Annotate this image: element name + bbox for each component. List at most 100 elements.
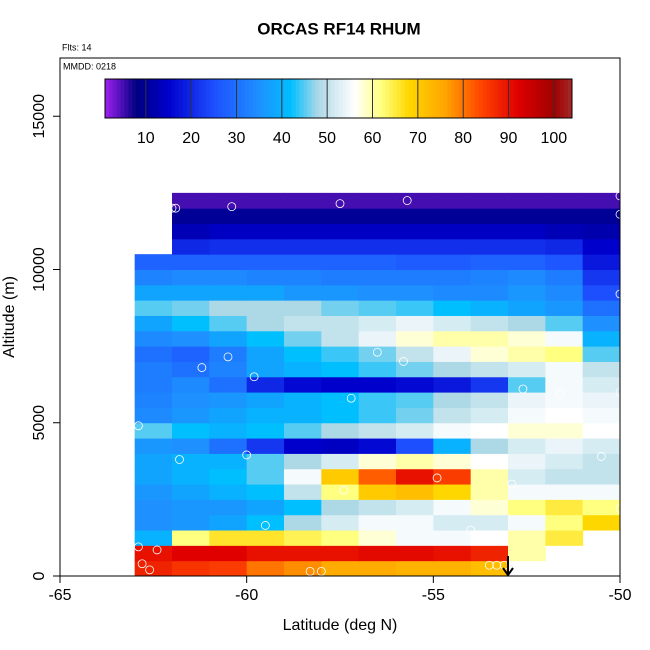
heatmap-cell — [246, 223, 285, 240]
heatmap-cell — [284, 254, 322, 270]
heatmap-cell — [172, 208, 210, 225]
heatmap-cell — [508, 530, 546, 546]
colorbar-segment — [369, 79, 375, 118]
heatmap-cell — [508, 315, 546, 332]
heatmap-cell — [545, 530, 584, 546]
colorbar-segment — [260, 79, 266, 118]
colorbar-segment — [178, 79, 184, 118]
colorbar-segment — [361, 79, 367, 118]
heatmap-cell — [321, 208, 360, 225]
heatmap-cell — [209, 208, 248, 225]
chart-title: ORCAS RF14 RHUM — [257, 19, 420, 38]
heatmap-cell — [172, 346, 210, 362]
heatmap-cell — [358, 407, 397, 424]
heatmap-cell — [246, 484, 285, 500]
heatmap-cell — [321, 223, 360, 240]
flight-point — [346, 393, 356, 403]
heatmap-cell — [209, 499, 248, 516]
heatmap-cell — [172, 453, 210, 470]
annotation: Flts: 14 — [62, 42, 92, 52]
colorbar-segment — [108, 79, 114, 118]
heatmap-cell — [209, 330, 248, 347]
colorbar-segment — [175, 79, 180, 118]
heatmap-cell — [545, 192, 584, 209]
heatmap-cell — [358, 300, 397, 316]
heatmap-cell — [433, 376, 472, 393]
heatmap-cell — [396, 284, 434, 301]
heatmap-cell — [284, 300, 322, 316]
heatmap-cell — [321, 192, 360, 209]
heatmap-cell — [545, 346, 584, 362]
colorbar-segment — [377, 79, 382, 118]
heatmap-cell — [433, 499, 472, 516]
heatmap-cell — [582, 499, 621, 516]
colorbar-segment — [389, 79, 394, 118]
heatmap-cell — [321, 438, 360, 454]
heatmap-cell — [321, 392, 360, 408]
heatmap-cell — [284, 376, 322, 393]
heatmap-cell — [321, 514, 360, 531]
heatmap-cell — [284, 192, 322, 209]
heatmap-cell — [209, 392, 248, 408]
heatmap-cell — [470, 499, 509, 516]
heatmap-cell — [433, 514, 472, 531]
heatmap-cell — [284, 284, 322, 301]
heatmap-cell — [396, 407, 434, 424]
heatmap-cell — [396, 453, 434, 470]
heatmap-cell — [545, 422, 584, 439]
heatmap-cell — [470, 407, 509, 424]
heatmap-cell — [209, 315, 248, 332]
heatmap-cell — [358, 284, 397, 301]
heatmap-cell — [358, 484, 397, 500]
heatmap-cell — [358, 330, 397, 347]
colorbar-segment — [248, 79, 254, 118]
colorbar-segment — [311, 79, 316, 118]
heatmap-cell — [209, 192, 248, 209]
colorbar-segment — [548, 79, 554, 118]
colorbar-segment — [540, 79, 546, 118]
colorbar-segment — [552, 79, 557, 118]
colorbar-segment — [501, 79, 507, 118]
heatmap-cell — [582, 315, 621, 332]
colorbar-segment — [564, 79, 569, 118]
heatmap-cell — [246, 560, 285, 577]
heatmap-cell — [396, 376, 434, 393]
heatmap-cell — [433, 392, 472, 408]
colorbar-segment — [171, 79, 176, 118]
heatmap-cell — [545, 315, 584, 332]
heatmap-cell — [545, 392, 584, 408]
flight-point — [133, 542, 143, 552]
heatmap-cell — [209, 300, 248, 316]
heatmap-cell — [134, 499, 173, 516]
heatmap-cell — [396, 223, 434, 240]
heatmap-cell — [246, 514, 285, 531]
colorbar-segment — [536, 79, 542, 118]
heatmap-cell — [508, 392, 546, 408]
heatmap-cell — [246, 284, 285, 301]
heatmap-cell — [582, 284, 621, 301]
heatmap-cell — [508, 407, 546, 424]
heatmap-cell — [172, 254, 210, 270]
heatmap-cell — [209, 284, 248, 301]
heatmap-cell — [209, 269, 248, 286]
flight-point — [145, 565, 155, 575]
heatmap-cell — [246, 192, 285, 209]
heatmap-cell — [172, 284, 210, 301]
heatmap-cell — [321, 453, 360, 470]
colorbar-segment — [365, 79, 371, 118]
colorbar-segment — [105, 79, 110, 118]
colorbar-tick-label: 60 — [364, 130, 382, 147]
heatmap-cell — [508, 438, 546, 454]
heatmap-cell — [508, 300, 546, 316]
colorbar-segment — [252, 79, 258, 118]
heatmap-cell — [433, 468, 472, 485]
colorbar-tick-label: 10 — [137, 130, 155, 147]
x-tick-label: -65 — [48, 587, 71, 604]
heatmap-cell — [470, 468, 509, 485]
flight-point — [507, 479, 517, 489]
colorbar-segment — [190, 79, 196, 118]
colorbar-segment — [373, 79, 378, 118]
heatmap-cell — [321, 530, 360, 546]
heatmap-cell — [470, 392, 509, 408]
colorbar-segment — [529, 79, 534, 118]
